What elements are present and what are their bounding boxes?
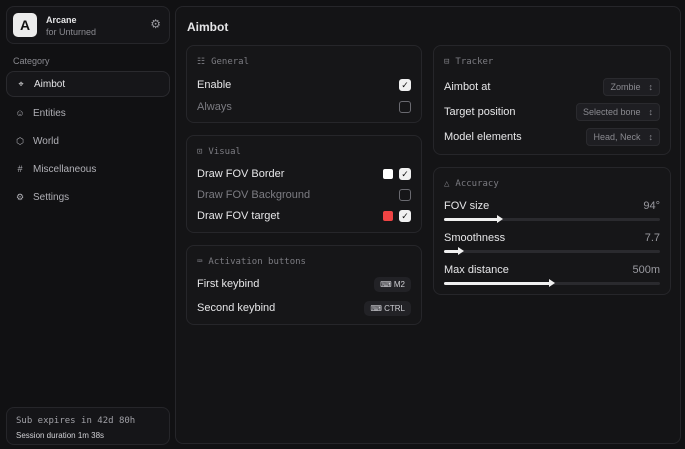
row-label: Second keybind xyxy=(197,302,276,314)
fov-background-row[interactable]: Draw FOV Background xyxy=(197,187,411,203)
scan-face-icon: ☺ xyxy=(15,108,25,118)
slider-value: 7.7 xyxy=(644,232,660,244)
row-label: Enable xyxy=(197,79,232,91)
brand-card: A Arcane for Unturned ⚙ xyxy=(6,6,170,44)
card-title: General xyxy=(211,57,250,67)
sidebar-item-label: Aimbot xyxy=(34,78,66,90)
row-label: Aimbot at xyxy=(444,81,491,93)
row-label: Target position xyxy=(444,106,516,118)
slider-value: 94° xyxy=(643,200,660,212)
accuracy-card: △ Accuracy FOV size 94° Smoothness 7.7 Max … xyxy=(433,167,671,295)
general-card: ☷ General Enable ✓ Always xyxy=(186,45,422,123)
gear-icon[interactable]: ⚙ xyxy=(150,17,161,31)
row-label: Draw FOV Border xyxy=(197,168,285,180)
fov-target-checkbox[interactable]: ✓ xyxy=(399,210,411,222)
select-value: Selected bone xyxy=(582,107,641,117)
model-elements-row: Model elements Head, Neck ↕ xyxy=(444,128,660,146)
chevrons-icon: ↕ xyxy=(648,107,654,117)
sidebar-item-entities[interactable]: ☺ Entities xyxy=(6,100,170,126)
enable-checkbox[interactable]: ✓ xyxy=(399,79,411,91)
max-distance-slider[interactable]: Max distance 500m xyxy=(444,264,660,287)
chevrons-icon: ↕ xyxy=(648,82,654,92)
sub-expires: Sub expires in 42d 80h xyxy=(16,416,136,426)
sidebar-item-label: Miscellaneous xyxy=(33,163,97,175)
model-elements-select[interactable]: Head, Neck ↕ xyxy=(586,128,660,146)
app-name: Arcane xyxy=(46,15,77,25)
target-position-select[interactable]: Selected bone ↕ xyxy=(575,103,660,121)
subscription-card: Sub expires in 42d 80h Session duration … xyxy=(6,407,170,445)
gear-icon: ⚙ xyxy=(15,191,25,202)
fov-background-checkbox[interactable] xyxy=(399,189,411,201)
card-title: Activation buttons xyxy=(208,257,306,267)
sidebar-item-aimbot[interactable]: ⌖ Aimbot xyxy=(6,71,170,97)
select-value: Zombie xyxy=(610,82,641,92)
fov-size-slider[interactable]: FOV size 94° xyxy=(444,200,660,223)
main-panel: Aimbot ☷ General Enable ✓ Always ⊡ Visual D… xyxy=(175,6,681,444)
first-keybind-row: First keybind ⌨ M2 xyxy=(197,276,411,292)
row-label: Draw FOV target xyxy=(197,210,280,222)
activation-card: ⌨ Activation buttons First keybind ⌨ M2 Se… xyxy=(186,245,422,325)
app-subtitle: for Unturned xyxy=(46,27,97,37)
slider-label: Max distance xyxy=(444,264,509,276)
second-keybind-button[interactable]: ⌨ CTRL xyxy=(364,300,411,316)
card-title: Visual xyxy=(208,147,241,157)
slider-fill xyxy=(444,250,462,253)
page-title: Aimbot xyxy=(187,20,229,34)
category-label: Category xyxy=(13,56,50,66)
slider-fill xyxy=(444,218,501,221)
target-position-row: Target position Selected bone ↕ xyxy=(444,103,660,121)
row-label: First keybind xyxy=(197,278,260,290)
smoothness-slider[interactable]: Smoothness 7.7 xyxy=(444,232,660,255)
visual-icon: ⊡ xyxy=(197,147,203,157)
slider-fill xyxy=(444,282,552,285)
second-keybind-row: Second keybind ⌨ CTRL xyxy=(197,300,411,316)
triangle-icon: △ xyxy=(444,179,450,189)
slider-track[interactable] xyxy=(444,215,660,223)
color-swatch[interactable] xyxy=(383,211,393,221)
fov-border-row[interactable]: Draw FOV Border ✓ xyxy=(197,166,411,182)
row-label: Model elements xyxy=(444,131,522,143)
color-swatch[interactable] xyxy=(383,169,393,179)
crosshair-icon: ⌖ xyxy=(18,78,24,89)
aimbot-at-row: Aimbot at Zombie ↕ xyxy=(444,78,660,96)
key-label: M2 xyxy=(393,279,405,289)
keyboard-icon: ⌨ xyxy=(197,257,203,267)
grid-icon: # xyxy=(17,164,23,174)
aimbot-at-select[interactable]: Zombie ↕ xyxy=(603,78,660,96)
first-keybind-button[interactable]: ⌨ M2 xyxy=(374,276,411,292)
sidebar-item-label: Entities xyxy=(33,107,66,119)
slider-thumb[interactable] xyxy=(458,247,465,255)
app-logo: A xyxy=(13,13,37,37)
session-duration: Session duration 1m 38s xyxy=(16,431,105,440)
slider-label: FOV size xyxy=(444,200,490,212)
sidebar-item-miscellaneous[interactable]: # Miscellaneous xyxy=(6,156,170,182)
slider-thumb[interactable] xyxy=(549,279,555,287)
row-label: Draw FOV Background xyxy=(197,189,311,201)
visual-card: ⊡ Visual Draw FOV Border ✓ Draw FOV Backgr… xyxy=(186,135,422,233)
globe-icon: ⬡ xyxy=(16,135,24,146)
slider-track[interactable] xyxy=(444,279,660,287)
fov-border-checkbox[interactable]: ✓ xyxy=(399,168,411,180)
chevrons-icon: ↕ xyxy=(648,132,654,142)
slider-track[interactable] xyxy=(444,247,660,255)
slider-thumb[interactable] xyxy=(497,215,504,223)
list-icon: ☷ xyxy=(197,57,206,67)
sidebar-item-settings[interactable]: ⚙ Settings xyxy=(6,184,170,210)
sidebar-item-label: World xyxy=(33,135,59,147)
select-value: Head, Neck xyxy=(593,132,641,142)
card-title: Tracker xyxy=(455,57,494,67)
row-label: Always xyxy=(197,101,232,113)
key-label: CTRL xyxy=(384,303,405,313)
slider-value: 500m xyxy=(632,264,660,276)
tracker-card: ⊟ Tracker Aimbot at Zombie ↕ Target positio… xyxy=(433,45,671,155)
always-row[interactable]: Always xyxy=(197,99,411,115)
card-title: Accuracy xyxy=(455,179,499,189)
always-checkbox[interactable] xyxy=(399,101,411,113)
fov-target-row[interactable]: Draw FOV target ✓ xyxy=(197,208,411,224)
slider-label: Smoothness xyxy=(444,232,506,244)
sidebar-item-world[interactable]: ⬡ World xyxy=(6,128,170,154)
tracker-icon: ⊟ xyxy=(444,57,450,67)
sidebar-item-label: Settings xyxy=(33,191,70,203)
enable-row[interactable]: Enable ✓ xyxy=(197,77,411,93)
